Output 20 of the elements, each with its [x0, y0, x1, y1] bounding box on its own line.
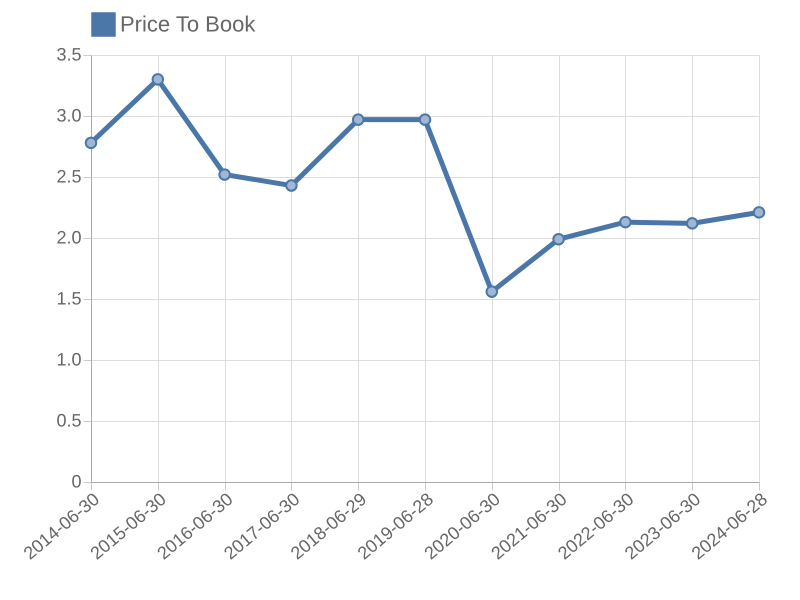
y-tick-label: 0 [71, 472, 82, 492]
y-tick-label: 1.0 [56, 350, 82, 370]
y-tick-label: 2.0 [56, 228, 82, 248]
point [152, 73, 164, 86]
point [752, 206, 766, 219]
legend-label: Price To Book [120, 12, 256, 36]
y-tick-label: 0.5 [56, 410, 82, 430]
point [486, 285, 498, 298]
point [552, 232, 565, 246]
point [84, 136, 98, 150]
y-tick-label: 2.5 [56, 166, 82, 186]
point [285, 179, 298, 192]
point [686, 217, 698, 230]
y-tick-label: 3.0 [56, 106, 82, 126]
point [418, 113, 432, 126]
point [619, 216, 632, 228]
point [218, 168, 231, 181]
y-tick-label: 1.5 [56, 288, 82, 308]
y-tick-label: 3.5 [56, 44, 82, 64]
point [352, 113, 364, 126]
